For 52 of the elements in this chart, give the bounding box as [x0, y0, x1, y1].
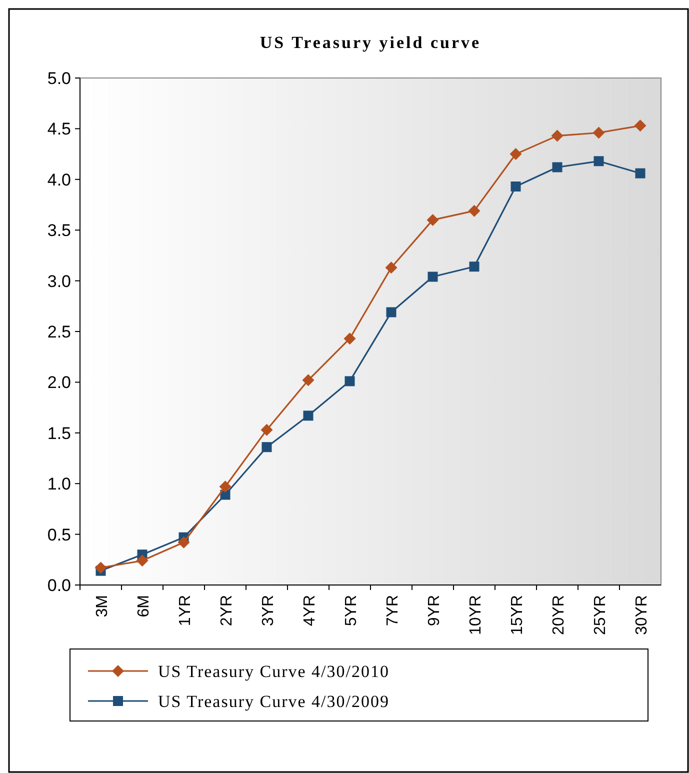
point	[260, 424, 273, 436]
point	[510, 148, 522, 160]
x-tick-label: 6M	[135, 595, 152, 618]
legend-label: US Treasury Curve 4/30/2010	[158, 662, 390, 681]
point	[178, 536, 190, 548]
x-tick-label: 3YR	[260, 595, 277, 626]
y-tick-label: 3.5	[47, 221, 71, 240]
y-tick-label: 1.5	[47, 424, 71, 443]
y-tick-label: 2.5	[47, 322, 71, 342]
y-tick-label: 4.0	[47, 170, 71, 190]
point	[302, 374, 314, 386]
point	[635, 168, 646, 178]
point	[303, 410, 314, 421]
point	[468, 204, 480, 217]
y-tick-label: 5.0	[47, 68, 71, 88]
point	[510, 182, 521, 192]
x-tick-label: 1YR	[176, 595, 194, 626]
y-tick-label: 2.0	[47, 373, 71, 392]
point	[551, 130, 564, 142]
x-tick-label: 15YR	[508, 595, 526, 636]
y-tick-label: 3.0	[47, 272, 71, 291]
y-tick-label: 1.0	[47, 474, 71, 494]
x-tick-label: 20YR	[550, 595, 568, 636]
point	[426, 214, 439, 226]
y-tick-label: 0.5	[47, 525, 71, 544]
point	[634, 120, 646, 132]
x-tick-label: 3M	[94, 595, 111, 618]
point	[552, 162, 562, 172]
legend-label: US Treasury Curve 4/30/2009	[158, 692, 390, 711]
point	[428, 272, 438, 282]
point	[344, 376, 355, 386]
x-tick-label: 5YR	[342, 595, 360, 626]
point	[136, 554, 148, 567]
x-tick-label: 30YR	[633, 595, 650, 636]
point	[592, 126, 605, 139]
x-tick-label: 10YR	[467, 595, 484, 636]
chart-title: US Treasury yield curve	[260, 33, 482, 52]
x-tick-label: 9YR	[426, 595, 443, 626]
point	[386, 307, 396, 318]
x-tick-label: 25YR	[592, 595, 609, 636]
point	[469, 262, 480, 272]
y-tick-label: 4.5	[47, 120, 71, 139]
x-tick-label: 4YR	[301, 595, 318, 626]
point	[594, 156, 604, 166]
x-tick-label: 7YR	[384, 595, 402, 626]
point	[94, 562, 107, 574]
point	[219, 480, 232, 493]
y-tick-label: 0.0	[47, 576, 71, 595]
point	[385, 262, 398, 274]
point	[262, 442, 272, 452]
x-tick-label: 2YR	[218, 595, 236, 626]
point	[344, 332, 356, 345]
